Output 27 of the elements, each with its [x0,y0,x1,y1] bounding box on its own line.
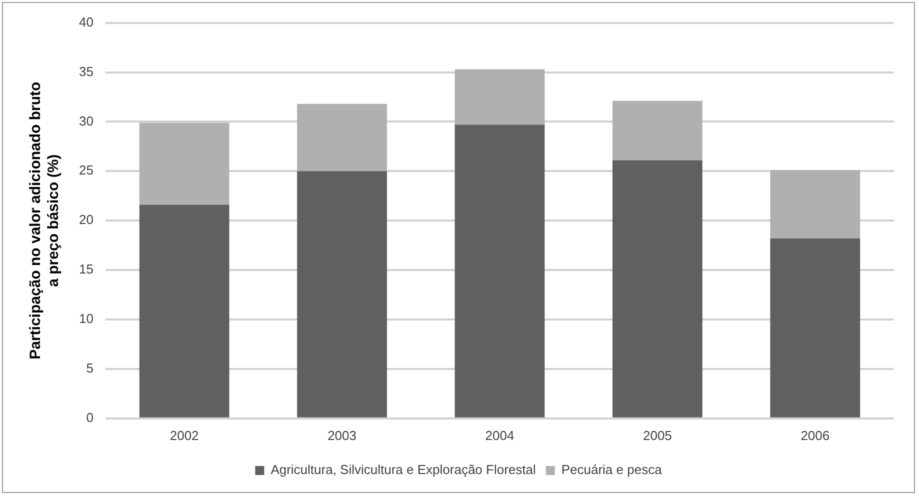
bar [770,238,860,418]
bar [297,171,387,418]
y-tick-label: 25 [78,162,94,178]
bar [297,104,387,172]
legend-label: Pecuária e pesca [561,462,663,478]
y-tick-label: 0 [86,410,94,425]
x-tick-label: 2005 [642,428,672,443]
x-tick-label: 2004 [485,428,514,443]
bar [454,69,545,125]
y-tick-label: 10 [78,311,94,326]
bar [612,100,702,160]
y-axis-title: Participação no valor adicionado bruto a preço básico (%) [27,82,62,360]
x-tick-label: 2006 [800,428,830,443]
y-tick-label: 40 [78,14,94,30]
y-tick-label: 5 [86,360,94,376]
bar [612,160,702,418]
y-tick-label: 15 [78,262,94,277]
bar [139,204,230,418]
y-tick-label: 30 [78,113,94,128]
x-tick-label: 2002 [170,428,199,443]
x-tick-label: 2003 [328,428,356,443]
y-tick-label: 35 [78,64,94,79]
bar [139,122,230,205]
bar [770,170,860,238]
legend-label: Agricultura, Silvicultura e Exploração Florestal [270,462,536,478]
y-tick-label: 20 [78,212,94,228]
bar [454,124,545,418]
